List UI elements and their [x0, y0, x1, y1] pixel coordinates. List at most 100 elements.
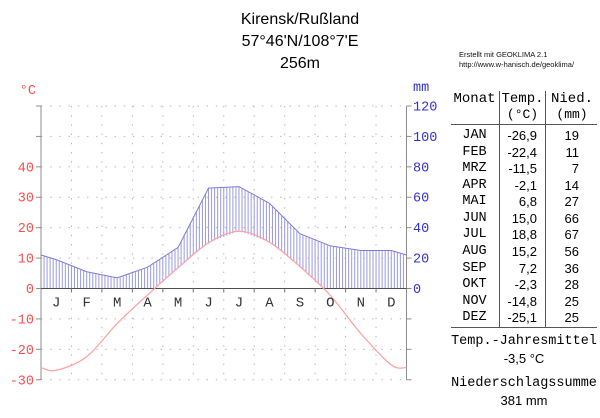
right-tick-label: 80 [413, 161, 429, 176]
temperature-curve [40, 230, 407, 372]
table-header-divider [451, 124, 597, 125]
month-label: J [204, 296, 212, 312]
cell-temp: -22,4 [507, 144, 537, 160]
month-label: J [52, 296, 60, 312]
hatch-area [43, 187, 404, 289]
precipitation-curve [40, 186, 407, 279]
cell-nied: 25 [564, 293, 579, 309]
cell-nied: 27 [564, 194, 579, 210]
cell-nied: 66 [564, 210, 579, 226]
month-label: J [235, 296, 243, 312]
table-bottom-divider [451, 327, 597, 328]
left-tick-label: -10 [10, 313, 34, 328]
station-elevation: 256m [279, 55, 321, 72]
cell-monat: OKT [462, 277, 487, 293]
table-body: JAN -26,9 19 FEB -22,4 11 MRZ -11,5 7 APR -2,1 14 MA… [450, 128, 598, 327]
cell-nied: 56 [564, 244, 579, 260]
cell-monat: MRZ [462, 161, 487, 177]
cell-temp: -2,1 [514, 177, 537, 193]
table-row: AUG 15,2 56 [450, 244, 598, 261]
right-tick-label: 20 [413, 253, 429, 268]
col-header-monat: Monat [453, 91, 496, 107]
right-tick-label: 60 [413, 192, 429, 207]
precip-sum-label: Niederschlagssumme [451, 376, 597, 391]
month-label: M [113, 296, 121, 312]
col-header-temp: Temp. [501, 91, 544, 107]
right-tick-label: 100 [413, 131, 437, 146]
precip-sum-value: 381 mm [500, 393, 548, 408]
axes-layer [36, 105, 412, 381]
cell-monat: NOV [462, 293, 487, 309]
cell-nied: 36 [564, 260, 579, 276]
cell-temp: -25,1 [507, 310, 537, 326]
month-label: S [296, 296, 304, 312]
col-header-nied: Nied. [550, 91, 593, 107]
unit-temp: (°C) [506, 107, 539, 122]
cell-temp: -11,5 [508, 161, 537, 177]
cell-nied: 19 [564, 128, 579, 143]
cell-temp: 15,2 [511, 244, 537, 260]
table-column-divider [499, 91, 500, 327]
credit-line: Erstellt mit GEOKLIMA 2.1 [459, 50, 548, 59]
table-row: SEP 7,2 36 [450, 261, 598, 278]
cell-monat: MAI [462, 194, 487, 210]
left-tick-label: -20 [10, 344, 34, 359]
summary-block: Temp.-Jahresmittel -3,5 °C Niederschlags… [450, 334, 598, 408]
cell-nied: 11 [565, 144, 580, 160]
credit-block: Erstellt mit GEOKLIMA 2.1 http://www.w-h… [459, 50, 574, 70]
table-row: MAI 6,8 27 [450, 194, 598, 211]
cell-nied: 7 [571, 161, 579, 177]
month-label: A [265, 296, 274, 312]
left-tick-label: 0 [26, 283, 34, 298]
cell-temp: -14,8 [507, 293, 537, 309]
left-tick-label: -30 [10, 374, 34, 389]
table-row: FEB -22,4 11 [450, 145, 598, 162]
cell-temp: 6,8 [518, 194, 537, 210]
right-tick-label: 40 [413, 222, 429, 237]
cell-temp: 18,8 [511, 227, 537, 243]
cell-monat: AUG [462, 244, 487, 260]
annual-temp-label: Temp.-Jahresmittel [451, 334, 597, 349]
table-row: JUL 18,8 67 [450, 227, 598, 244]
cell-nied: 14 [564, 177, 579, 193]
month-label: D [387, 296, 395, 312]
left-tick-label: 10 [18, 253, 34, 268]
right-axis-unit: mm [413, 81, 429, 96]
table-row: DEZ -25,1 25 [450, 310, 598, 327]
table-row: JUN 15,0 66 [450, 211, 598, 228]
cell-monat: JAN [462, 128, 487, 143]
unit-nied: (mm) [556, 107, 588, 122]
month-label: N [357, 296, 365, 312]
cell-nied: 28 [564, 277, 579, 293]
right-tick-label: 120 [413, 100, 437, 115]
table-row: APR -2,1 14 [450, 178, 598, 195]
station-name: Kirensk/Rußland [240, 11, 360, 28]
left-tick-label: 20 [18, 222, 34, 237]
left-tick-label: 40 [18, 161, 34, 176]
cell-temp: 7,2 [518, 260, 537, 276]
right-tick-label: 0 [413, 283, 421, 298]
cell-nied: 67 [564, 227, 579, 243]
month-label: M [174, 296, 182, 312]
grid-layer [41, 105, 407, 381]
station-coordinates: 57°46'N/108°7'E [241, 33, 359, 50]
credit-url: http://www.w-hanisch.de/geoklima/ [459, 60, 575, 69]
annual-temp-value: -3,5 °C [503, 351, 545, 366]
cell-monat: SEP [462, 260, 487, 276]
table-row: MRZ -11,5 7 [450, 161, 598, 178]
month-label: A [143, 296, 152, 312]
cell-monat: JUL [462, 227, 487, 243]
table-units-row: (°C) (mm) [450, 107, 598, 123]
month-label: O [326, 296, 334, 312]
cell-temp: -26,9 [507, 128, 537, 143]
left-axis-unit: °C [20, 84, 36, 99]
table-row: NOV -14,8 25 [450, 294, 598, 311]
cell-monat: APR [462, 177, 487, 193]
table-header-row: Monat Temp. Nied. [450, 91, 598, 107]
left-tick-label: 30 [18, 192, 34, 207]
cell-temp: 15,0 [511, 210, 537, 226]
